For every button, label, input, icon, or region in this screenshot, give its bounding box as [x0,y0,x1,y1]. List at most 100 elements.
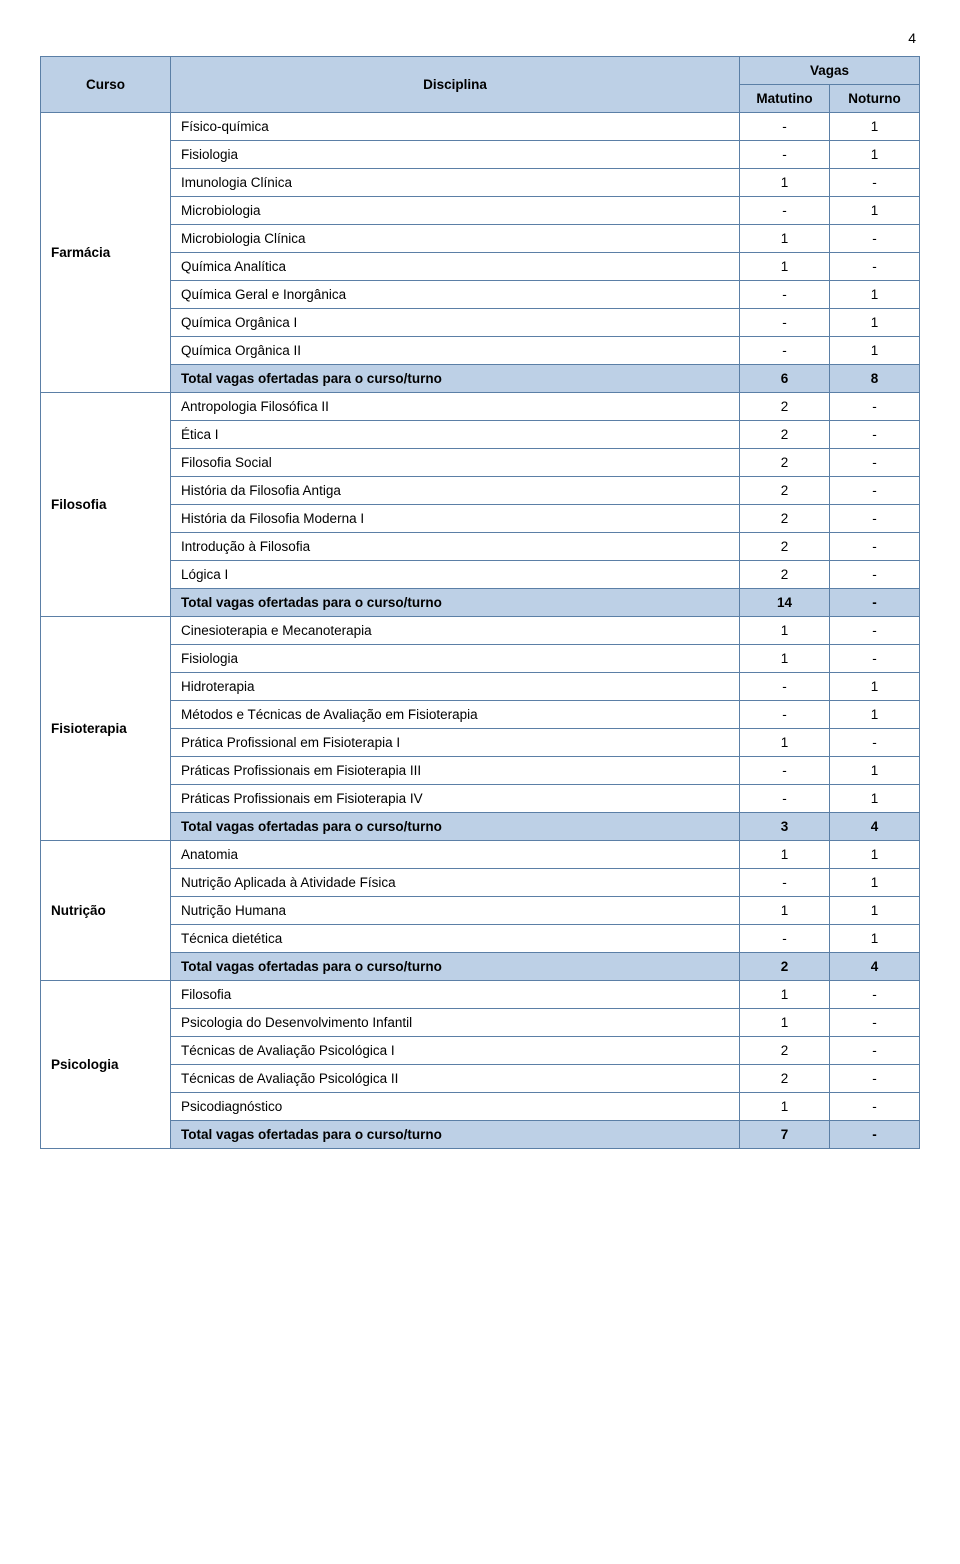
total-matutino: 2 [740,953,830,981]
disciplina-cell: Psicodiagnóstico [171,1093,740,1121]
matutino-cell: 1 [740,169,830,197]
noturno-cell: 1 [830,701,920,729]
table-row: Técnicas de Avaliação Psicológica II2- [41,1065,920,1093]
total-row: Total vagas ofertadas para o curso/turno… [41,813,920,841]
noturno-cell: 1 [830,141,920,169]
matutino-cell: - [740,925,830,953]
matutino-cell: 1 [740,729,830,757]
course-cell: Farmácia [41,113,171,393]
matutino-cell: 2 [740,1065,830,1093]
table-row: Práticas Profissionais em Fisioterapia I… [41,785,920,813]
table-row: Nutrição Humana11 [41,897,920,925]
table-row: Nutrição Aplicada à Atividade Física-1 [41,869,920,897]
noturno-cell: 1 [830,309,920,337]
header-disciplina: Disciplina [171,57,740,113]
table-row: Técnicas de Avaliação Psicológica I2- [41,1037,920,1065]
table-row: Microbiologia Clínica1- [41,225,920,253]
table-row: Ética I2- [41,421,920,449]
noturno-cell: - [830,533,920,561]
table-row: Hidroterapia-1 [41,673,920,701]
matutino-cell: 2 [740,449,830,477]
matutino-cell: 2 [740,1037,830,1065]
matutino-cell: - [740,785,830,813]
noturno-cell: - [830,477,920,505]
noturno-cell: 1 [830,337,920,365]
total-row: Total vagas ofertadas para o curso/turno… [41,589,920,617]
matutino-cell: 2 [740,533,830,561]
total-noturno: - [830,589,920,617]
matutino-cell: - [740,309,830,337]
noturno-cell: 1 [830,197,920,225]
course-cell: Fisioterapia [41,617,171,841]
course-cell: Nutrição [41,841,171,981]
total-matutino: 6 [740,365,830,393]
total-noturno: - [830,1121,920,1149]
noturno-cell: 1 [830,785,920,813]
disciplina-cell: Química Orgânica II [171,337,740,365]
table-row: PsicologiaFilosofia1- [41,981,920,1009]
matutino-cell: 2 [740,393,830,421]
matutino-cell: 1 [740,841,830,869]
total-noturno: 4 [830,813,920,841]
disciplina-cell: Físico-química [171,113,740,141]
table-row: Técnica dietética-1 [41,925,920,953]
matutino-cell: - [740,673,830,701]
disciplina-cell: Fisiologia [171,645,740,673]
vagas-table: Curso Disciplina Vagas Matutino Noturno … [40,56,920,1149]
matutino-cell: 2 [740,505,830,533]
disciplina-cell: Hidroterapia [171,673,740,701]
matutino-cell: 1 [740,981,830,1009]
noturno-cell: - [830,561,920,589]
table-row: Psicodiagnóstico1- [41,1093,920,1121]
matutino-cell: 1 [740,1009,830,1037]
disciplina-cell: Lógica I [171,561,740,589]
total-matutino: 14 [740,589,830,617]
matutino-cell: 1 [740,225,830,253]
disciplina-cell: Introdução à Filosofia [171,533,740,561]
table-row: Prática Profissional em Fisioterapia I1- [41,729,920,757]
table-row: Filosofia Social2- [41,449,920,477]
table-row: Química Orgânica I-1 [41,309,920,337]
header-matutino: Matutino [740,85,830,113]
noturno-cell: - [830,505,920,533]
matutino-cell: 2 [740,561,830,589]
total-label: Total vagas ofertadas para o curso/turno [171,953,740,981]
noturno-cell: - [830,1093,920,1121]
disciplina-cell: Anatomia [171,841,740,869]
matutino-cell: 1 [740,1093,830,1121]
disciplina-cell: Cinesioterapia e Mecanoterapia [171,617,740,645]
noturno-cell: 1 [830,113,920,141]
disciplina-cell: Fisiologia [171,141,740,169]
disciplina-cell: Química Orgânica I [171,309,740,337]
table-row: Métodos e Técnicas de Avaliação em Fisio… [41,701,920,729]
noturno-cell: 1 [830,897,920,925]
matutino-cell: 1 [740,253,830,281]
disciplina-cell: História da Filosofia Antiga [171,477,740,505]
table-row: Fisiologia1- [41,645,920,673]
matutino-cell: 2 [740,421,830,449]
total-matutino: 3 [740,813,830,841]
noturno-cell: - [830,421,920,449]
total-label: Total vagas ofertadas para o curso/turno [171,589,740,617]
total-label: Total vagas ofertadas para o curso/turno [171,1121,740,1149]
disciplina-cell: Filosofia [171,981,740,1009]
disciplina-cell: Antropologia Filosófica II [171,393,740,421]
table-row: FarmáciaFísico-química-1 [41,113,920,141]
noturno-cell: - [830,253,920,281]
noturno-cell: - [830,981,920,1009]
table-row: Química Orgânica II-1 [41,337,920,365]
disciplina-cell: Nutrição Humana [171,897,740,925]
matutino-cell: - [740,113,830,141]
total-label: Total vagas ofertadas para o curso/turno [171,813,740,841]
disciplina-cell: Ética I [171,421,740,449]
disciplina-cell: Técnicas de Avaliação Psicológica II [171,1065,740,1093]
table-row: História da Filosofia Antiga2- [41,477,920,505]
matutino-cell: 2 [740,477,830,505]
total-row: Total vagas ofertadas para o curso/turno… [41,1121,920,1149]
matutino-cell: - [740,869,830,897]
disciplina-cell: Microbiologia [171,197,740,225]
table-row: Imunologia Clínica1- [41,169,920,197]
noturno-cell: - [830,729,920,757]
disciplina-cell: Química Analítica [171,253,740,281]
course-cell: Filosofia [41,393,171,617]
